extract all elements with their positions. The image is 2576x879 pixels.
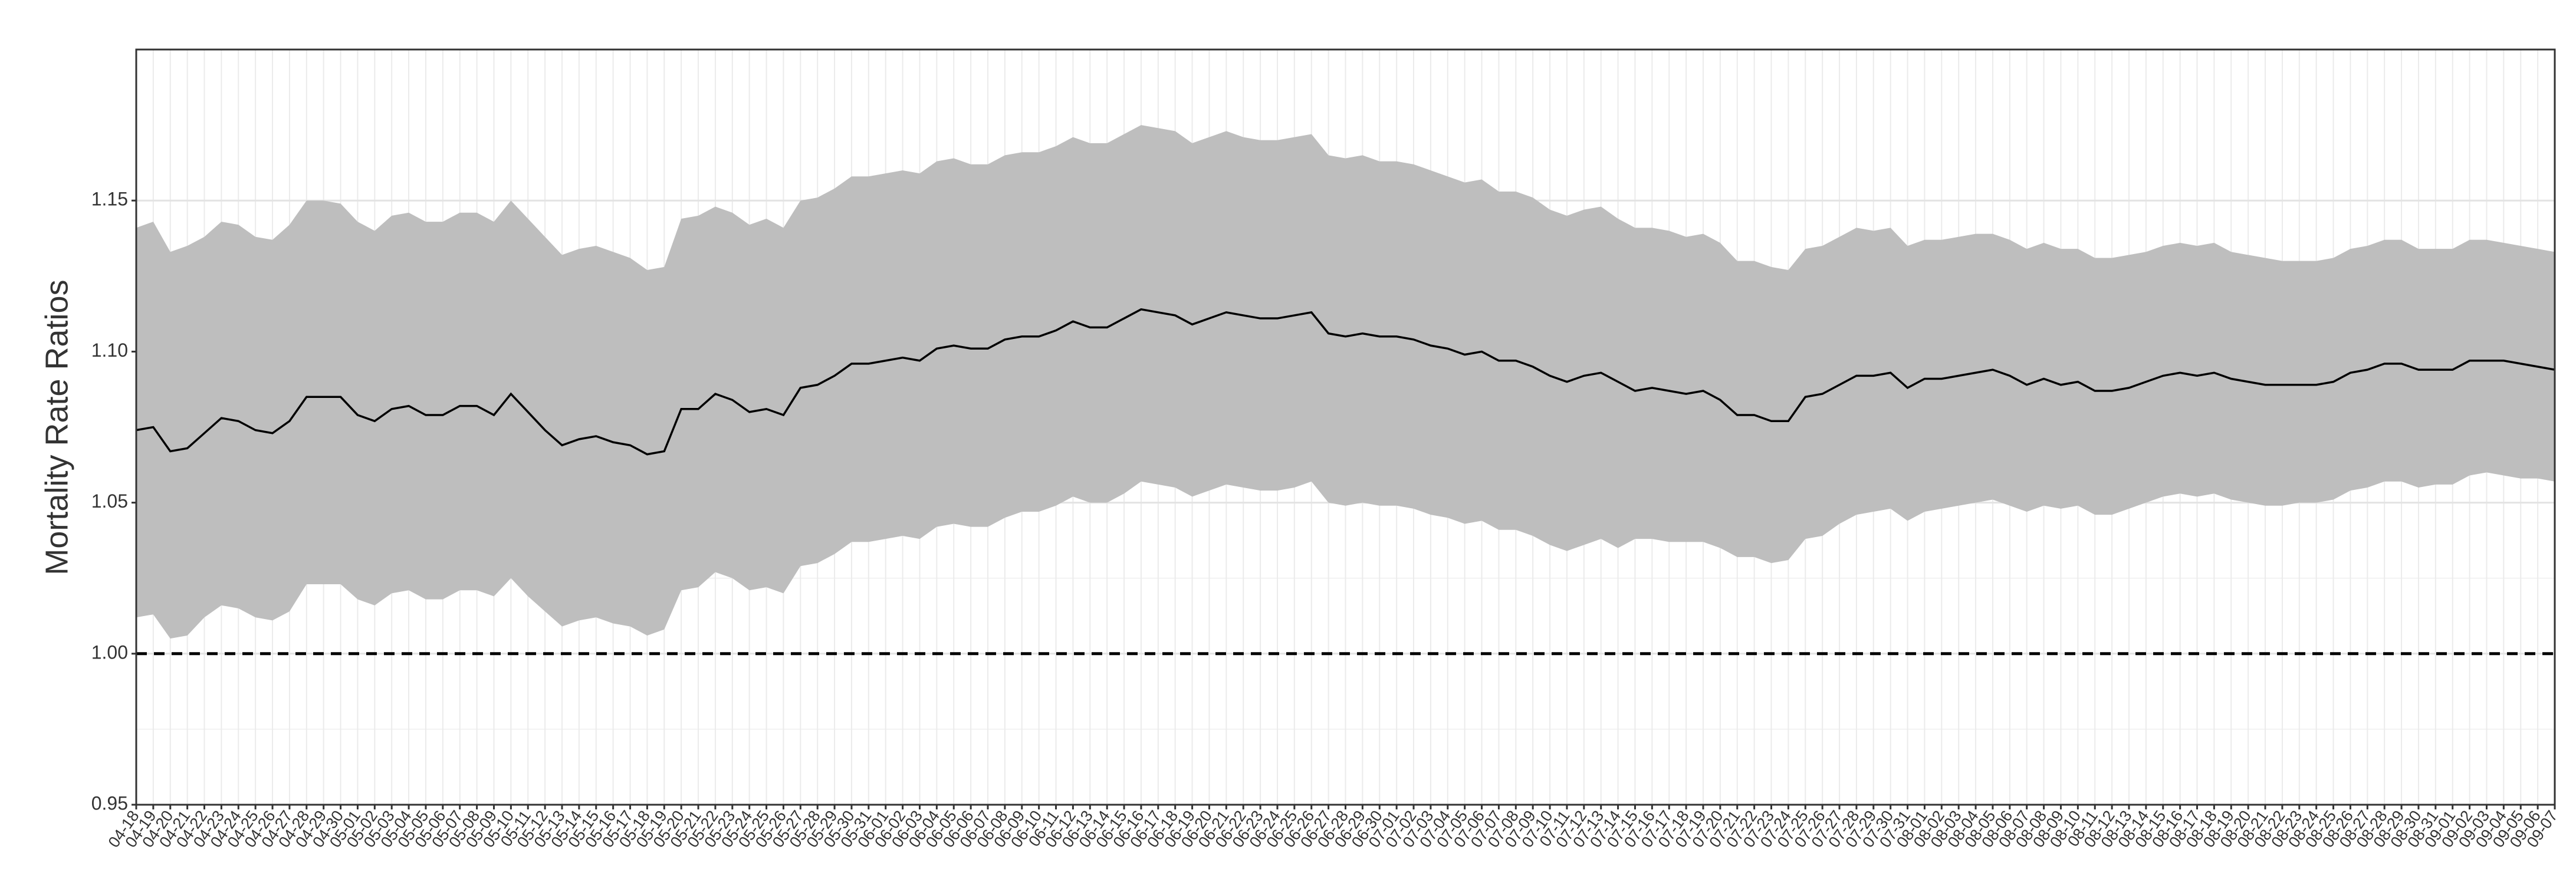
y-axis-label: Mortality Rate Ratios [39, 279, 74, 575]
confidence-band [136, 125, 2555, 639]
y-tick-label: 1.00 [91, 641, 128, 663]
y-tick-label: 0.95 [91, 792, 128, 814]
mean-line [136, 308, 2555, 456]
y-tick-label: 1.10 [91, 340, 128, 361]
y-tick-label: 1.05 [91, 490, 128, 512]
y-tick-label: 1.15 [91, 189, 128, 210]
